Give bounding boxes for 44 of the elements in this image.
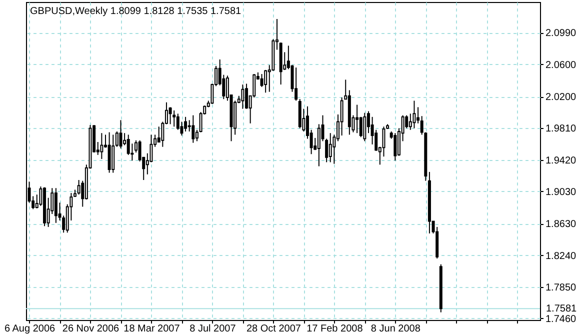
candlestick — [356, 104, 359, 134]
x-tick-label: 26 Nov 2006 — [62, 324, 120, 334]
candlestick — [328, 132, 332, 163]
ref-line-label: 1.7581 — [546, 304, 578, 315]
candlestick — [264, 69, 268, 94]
x-tick-label: 6 Aug 2006 — [4, 324, 56, 334]
candlestick — [172, 110, 176, 128]
candlestick — [325, 138, 328, 163]
x-tick-label: 17 Feb 2008 — [306, 324, 364, 334]
x-tick-label: 18 Mar 2007 — [124, 324, 180, 334]
candlestick — [119, 120, 122, 149]
y-tick-label: 1.8630 — [546, 219, 577, 230]
candlestick — [192, 114, 195, 144]
candlestick — [184, 116, 188, 132]
candlestick — [340, 96, 344, 136]
x-tick-label: 8 Jul 2007 — [190, 324, 236, 334]
candlestick — [359, 116, 362, 138]
y-tick-label: 2.0200 — [546, 92, 577, 104]
candlestick — [394, 132, 397, 162]
candlestick — [115, 130, 118, 148]
y-tick-label: 2.0990 — [546, 28, 577, 40]
candlestick — [363, 112, 366, 142]
candlestick — [54, 188, 58, 224]
candlestick — [168, 106, 172, 125]
y-tick-label: 1.7850 — [546, 282, 577, 294]
candlestick — [294, 67, 298, 102]
y-tick-label: 1.7460 — [546, 314, 577, 325]
candlestick — [382, 126, 386, 158]
y-tick-label: 1.8240 — [546, 250, 577, 262]
chart-title: GBPUSD,Weekly 1.8099 1.8128 1.7535 1.7581 — [30, 6, 242, 17]
y-tick-label: 1.9420 — [546, 155, 577, 166]
y-tick-label: 1.9030 — [546, 186, 577, 198]
candlestick — [195, 129, 198, 142]
y-tick-label: 2.0600 — [546, 60, 577, 71]
candlestick — [245, 83, 248, 110]
candlestick — [100, 132, 104, 160]
candlestick — [412, 100, 416, 129]
candlestick — [241, 84, 244, 110]
x-tick-label: 8 Jun 2008 — [370, 324, 421, 334]
candlestick — [416, 106, 420, 124]
candlestick — [77, 180, 80, 196]
x-tick-label: 28 Oct 2007 — [246, 324, 302, 334]
candlestick — [112, 134, 115, 174]
y-tick-label: 1.9810 — [546, 124, 577, 135]
